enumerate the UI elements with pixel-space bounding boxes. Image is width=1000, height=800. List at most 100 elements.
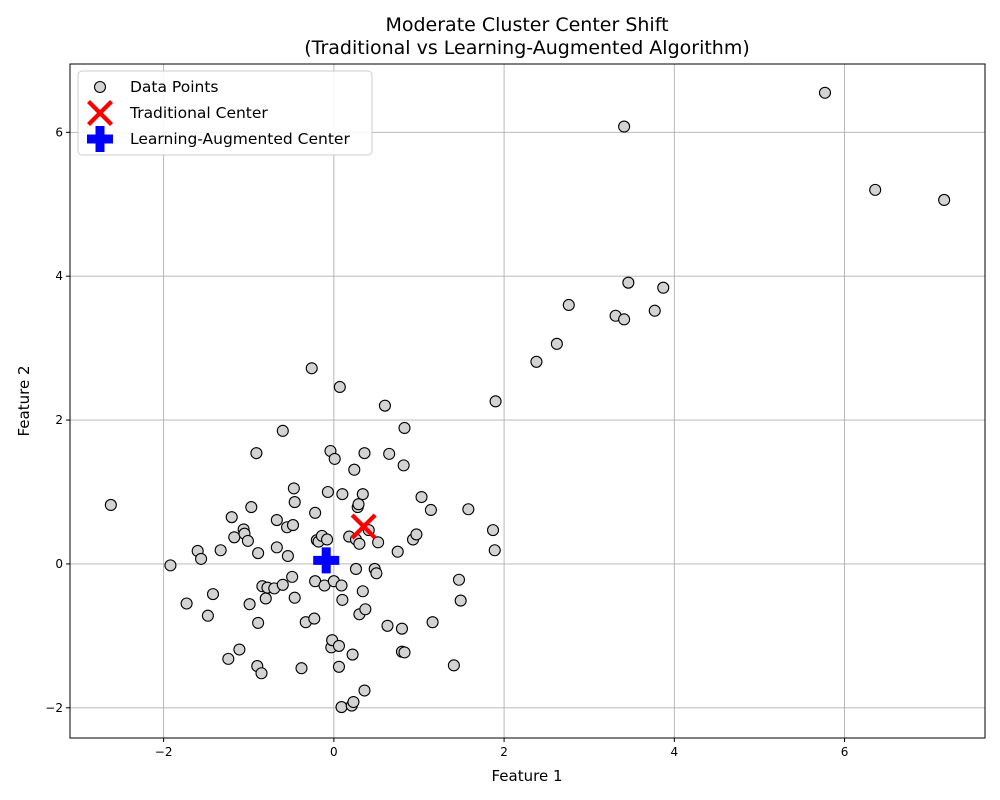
data-point <box>245 501 258 514</box>
data-point <box>489 395 502 408</box>
legend-box <box>77 70 373 156</box>
data-point <box>255 667 268 680</box>
data-point <box>222 652 235 665</box>
data-point <box>398 646 411 659</box>
data-point <box>328 452 341 465</box>
axis-ticks: −2 0 2 4 6 −2 0 2 4 6 <box>45 125 848 759</box>
data-point <box>347 695 360 709</box>
data-point <box>336 593 349 606</box>
data-point <box>336 488 349 501</box>
data-point <box>228 531 241 544</box>
data-point <box>348 463 361 476</box>
data-point <box>295 662 308 675</box>
data-point <box>241 534 254 547</box>
data-point <box>550 337 563 350</box>
data-point <box>321 533 334 546</box>
data-point <box>214 544 227 557</box>
data-point <box>308 612 321 625</box>
data-point <box>270 541 283 554</box>
data-point <box>309 506 322 519</box>
data-point <box>321 485 334 499</box>
data-point <box>286 570 299 583</box>
centers-layer <box>313 513 377 574</box>
data-point <box>287 482 300 495</box>
data-point <box>447 659 460 672</box>
data-point <box>424 503 437 517</box>
data-point <box>372 536 385 549</box>
data-point <box>358 684 371 697</box>
x-tick-label: 4 <box>671 745 679 759</box>
legend-marker-data-points <box>93 80 107 94</box>
data-point <box>259 592 272 605</box>
data-point <box>276 424 289 437</box>
data-point <box>378 399 391 412</box>
data-point <box>618 120 631 133</box>
legend-label-learning-augmented-center: Learning-Augmented Center <box>130 130 350 148</box>
data-point <box>383 447 396 460</box>
data-point <box>333 380 346 394</box>
data-point <box>415 490 428 504</box>
data-point <box>530 355 543 368</box>
data-point <box>395 622 409 635</box>
data-point <box>349 562 363 576</box>
chart-subtitle: (Traditional vs Learning-Augmented Algor… <box>304 37 750 59</box>
data-point <box>622 276 635 289</box>
data-point <box>305 362 318 375</box>
data-point <box>332 660 346 673</box>
x-tick-label: 0 <box>330 745 338 759</box>
data-point <box>818 86 832 99</box>
x-tick-label: 6 <box>841 745 849 759</box>
data-point <box>195 552 208 565</box>
data-point <box>452 573 466 586</box>
y-tick-label: 6 <box>55 125 63 139</box>
y-tick-label: 0 <box>55 557 63 571</box>
data-point <box>370 567 383 580</box>
data-point <box>225 511 238 524</box>
data-point <box>335 579 348 592</box>
grid <box>70 64 985 738</box>
chart-title: Moderate Cluster Center Shift <box>385 14 668 36</box>
x-tick-label: 2 <box>500 745 508 759</box>
data-point <box>356 585 369 598</box>
legend-marker-traditional-center <box>87 100 113 126</box>
legend: Data Points Traditional Center Learning-… <box>77 70 373 156</box>
data-point <box>618 313 631 326</box>
data-point <box>288 591 301 604</box>
data-point <box>462 503 475 516</box>
x-axis-label: Feature 1 <box>492 767 563 785</box>
data-point <box>252 547 265 560</box>
data-point <box>426 616 439 629</box>
plot-frame <box>69 63 986 739</box>
data-point <box>410 528 423 541</box>
data-point <box>869 183 882 196</box>
data-point <box>201 609 214 622</box>
legend-label-data-points: Data Points <box>130 78 219 96</box>
data-point <box>346 648 359 661</box>
data-point <box>398 421 411 435</box>
data-point <box>562 298 575 312</box>
data-point <box>286 519 300 532</box>
data-point <box>164 559 177 572</box>
data-point <box>657 281 670 294</box>
y-tick-label: −2 <box>45 701 63 715</box>
data-point <box>397 459 410 472</box>
data-point <box>381 619 394 632</box>
data-point <box>281 549 294 563</box>
data-point <box>454 594 467 607</box>
data-point <box>206 588 220 601</box>
data-points-layer <box>104 86 951 714</box>
data-point <box>353 537 366 550</box>
x-tick-label: −2 <box>155 745 173 759</box>
data-point <box>486 524 500 537</box>
data-point <box>243 598 256 611</box>
data-point <box>104 498 117 511</box>
data-point <box>356 488 369 501</box>
data-point <box>270 513 283 527</box>
y-axis-label: Feature 2 <box>15 366 33 437</box>
data-point <box>233 643 246 656</box>
data-point <box>352 498 365 511</box>
data-point <box>180 597 193 610</box>
data-point <box>288 496 301 509</box>
data-point <box>648 304 661 317</box>
